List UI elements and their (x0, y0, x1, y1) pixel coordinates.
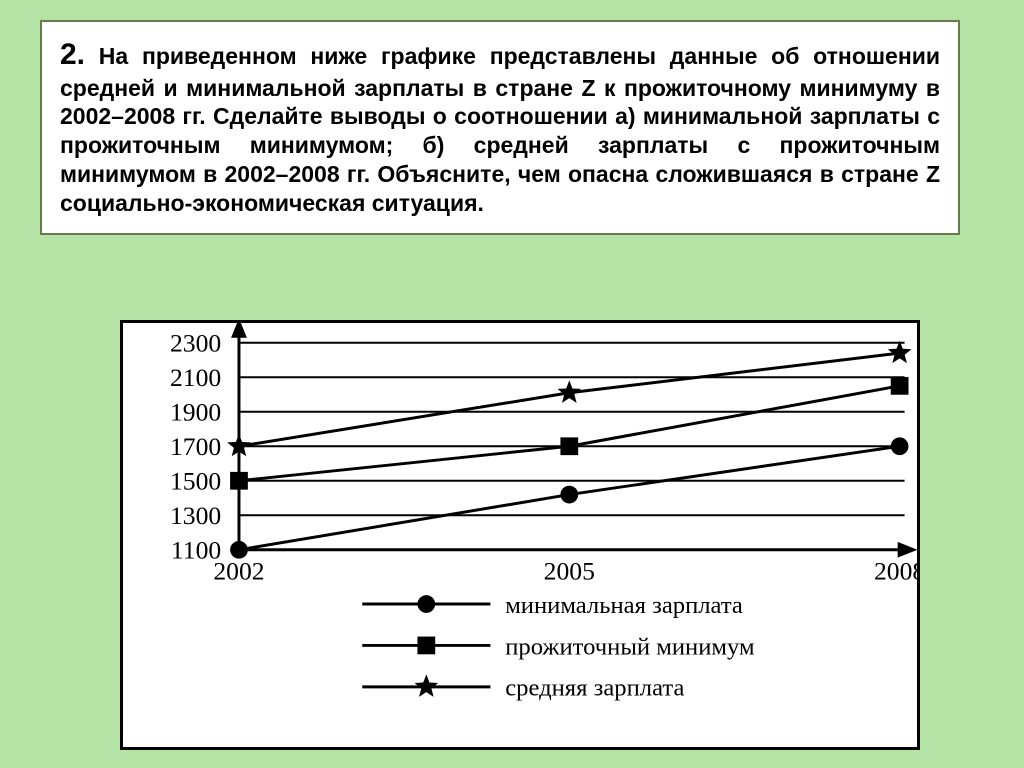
question-text: 2. На приведенном ниже графике представл… (60, 36, 940, 217)
svg-text:2100: 2100 (170, 363, 221, 392)
svg-text:2002: 2002 (213, 556, 264, 585)
svg-text:2008: 2008 (874, 556, 917, 585)
svg-text:2005: 2005 (544, 556, 595, 585)
chart-box: 1100130015001700190021002300200220052008… (120, 320, 920, 750)
svg-text:1300: 1300 (170, 501, 221, 530)
question-box: 2. На приведенном ниже графике представл… (40, 20, 960, 235)
svg-text:минимальная зарплата: минимальная зарплата (505, 592, 743, 619)
svg-text:2300: 2300 (170, 329, 221, 358)
svg-text:средняя зарплата: средняя зарплата (505, 675, 684, 702)
svg-text:прожиточный минимум: прожиточный минимум (505, 633, 755, 660)
chart-svg: 1100130015001700190021002300200220052008… (123, 323, 917, 747)
svg-text:1500: 1500 (170, 467, 221, 496)
question-body: На приведенном ниже графике представлены… (60, 43, 940, 216)
svg-text:1900: 1900 (170, 398, 221, 427)
question-number: 2. (60, 38, 85, 71)
svg-text:1700: 1700 (170, 432, 221, 461)
